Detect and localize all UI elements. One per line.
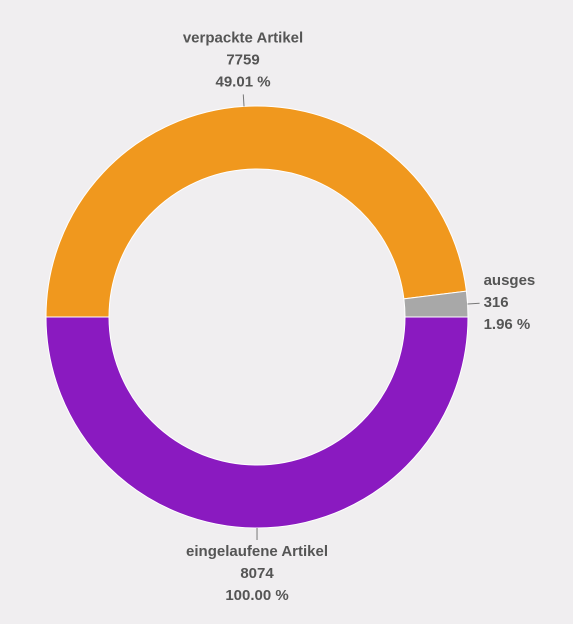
slice-label: verpackte Artikel <box>183 29 303 46</box>
donut-slice <box>403 290 469 318</box>
percent-label: 1.96 % <box>484 316 531 333</box>
percent-label: 100.00 % <box>225 587 288 604</box>
leader-line <box>467 302 480 305</box>
donut-slice <box>45 105 467 318</box>
slice-label: eingelaufene Artikel <box>186 543 328 560</box>
value-label: 7759 <box>226 51 259 68</box>
value-label: 8074 <box>240 565 274 582</box>
percent-label: 49.01 % <box>216 73 271 90</box>
leader-line <box>242 94 245 107</box>
donut-slice <box>45 316 469 529</box>
slice-label: ausges <box>484 272 536 289</box>
value-label: 316 <box>484 294 509 311</box>
